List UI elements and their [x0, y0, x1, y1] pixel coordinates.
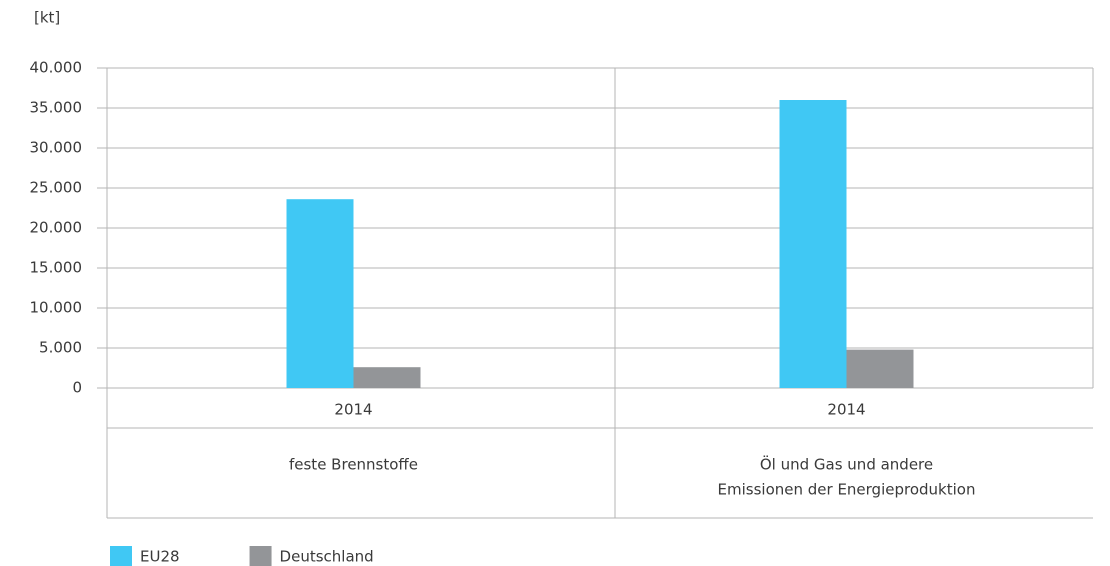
group-label: Öl und Gas und andere — [760, 455, 933, 474]
y-tick-label: 5.000 — [39, 339, 82, 357]
y-tick-label: 10.000 — [30, 299, 83, 317]
legend-swatch — [249, 546, 272, 566]
legend-label: Deutschland — [280, 548, 374, 566]
y-tick-label: 35.000 — [30, 99, 83, 117]
y-tick-label: 15.000 — [30, 259, 83, 277]
group-label: feste Brennstoffe — [289, 456, 418, 474]
bar — [286, 199, 354, 388]
y-tick-label: 25.000 — [30, 179, 83, 197]
legend-label: EU28 — [140, 548, 180, 566]
y-axis-label: [kt] — [34, 9, 60, 27]
y-tick-label: 0 — [72, 379, 82, 397]
bar — [779, 100, 847, 388]
bar — [353, 367, 421, 388]
x-tick-label: 2014 — [827, 401, 865, 419]
bar — [846, 349, 914, 388]
y-tick-label: 20.000 — [30, 219, 83, 237]
y-tick-label: 40.000 — [30, 59, 83, 77]
legend-swatch — [110, 546, 132, 566]
x-tick-label: 2014 — [334, 401, 372, 419]
y-tick-label: 30.000 — [30, 139, 83, 157]
group-label: Emissionen der Energieproduktion — [718, 481, 976, 499]
